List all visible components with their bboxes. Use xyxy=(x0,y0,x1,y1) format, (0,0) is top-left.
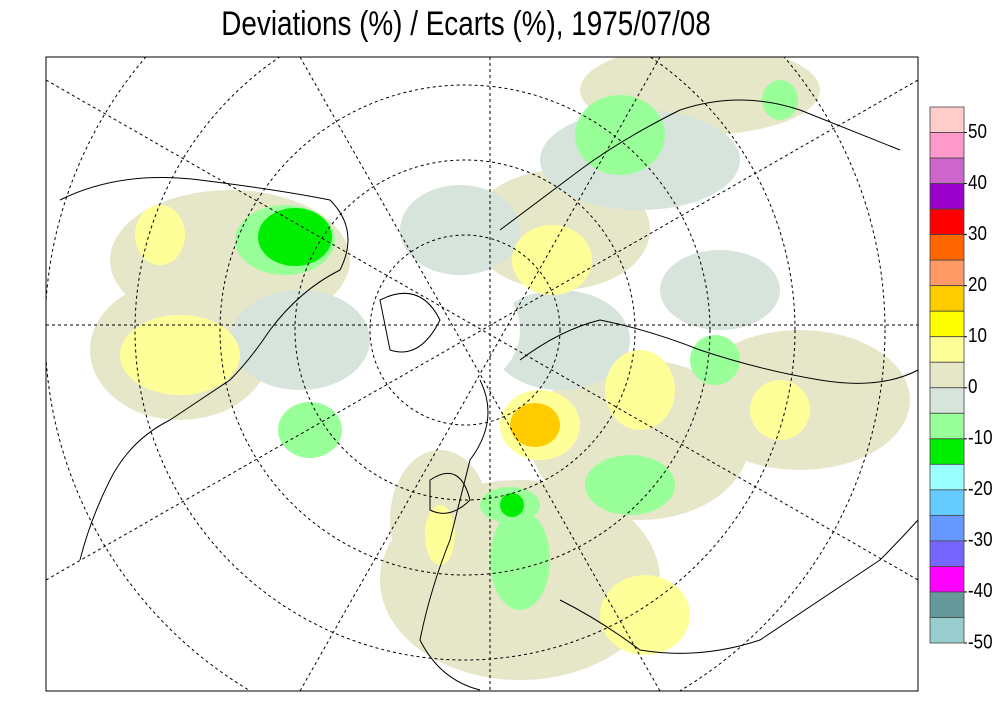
map xyxy=(46,57,918,691)
color-box xyxy=(929,310,965,338)
color-box xyxy=(929,514,965,542)
anomaly-strong-negative xyxy=(258,208,524,517)
tick-label: -20 xyxy=(968,477,993,500)
color-box xyxy=(929,591,965,618)
graticule xyxy=(46,57,918,691)
tick-label: 20 xyxy=(968,273,987,296)
color-box xyxy=(929,438,965,465)
color-box xyxy=(929,234,965,261)
tick-label: -40 xyxy=(968,579,993,602)
color-box xyxy=(929,336,965,363)
tick-label: -50 xyxy=(968,630,993,653)
tick-label: 0 xyxy=(968,375,977,398)
color-box xyxy=(929,489,965,516)
tick-label: 40 xyxy=(968,171,987,194)
anomaly-slight-negative xyxy=(230,110,780,390)
color-box xyxy=(929,285,965,312)
color-box xyxy=(929,157,965,184)
color-box xyxy=(929,259,965,287)
color-box xyxy=(929,361,965,389)
color-box xyxy=(929,566,965,593)
map-frame xyxy=(45,56,919,692)
color-box xyxy=(929,540,965,567)
color-box xyxy=(929,412,965,440)
color-box xyxy=(929,106,965,133)
colorbar: 50 40 30 20 10 0 -10 -20 -30 -40 -50 xyxy=(929,106,993,653)
tick-label: 10 xyxy=(968,324,987,347)
color-box xyxy=(929,183,965,210)
tick-label: 50 xyxy=(968,119,987,142)
color-box xyxy=(929,387,965,414)
color-box xyxy=(929,208,965,236)
anomaly-strong-positive xyxy=(510,403,560,447)
anomaly-negative xyxy=(235,80,798,610)
tick-label: 30 xyxy=(968,222,987,245)
coastlines xyxy=(59,99,918,691)
tick-label: -10 xyxy=(968,426,993,449)
color-box xyxy=(929,463,965,491)
tick-label: -30 xyxy=(968,528,993,551)
pole-hole xyxy=(410,275,520,385)
title: Deviations (%) / Ecarts (%), 1975/07/08 xyxy=(221,4,710,42)
color-box xyxy=(929,132,965,159)
color-box xyxy=(929,617,965,644)
